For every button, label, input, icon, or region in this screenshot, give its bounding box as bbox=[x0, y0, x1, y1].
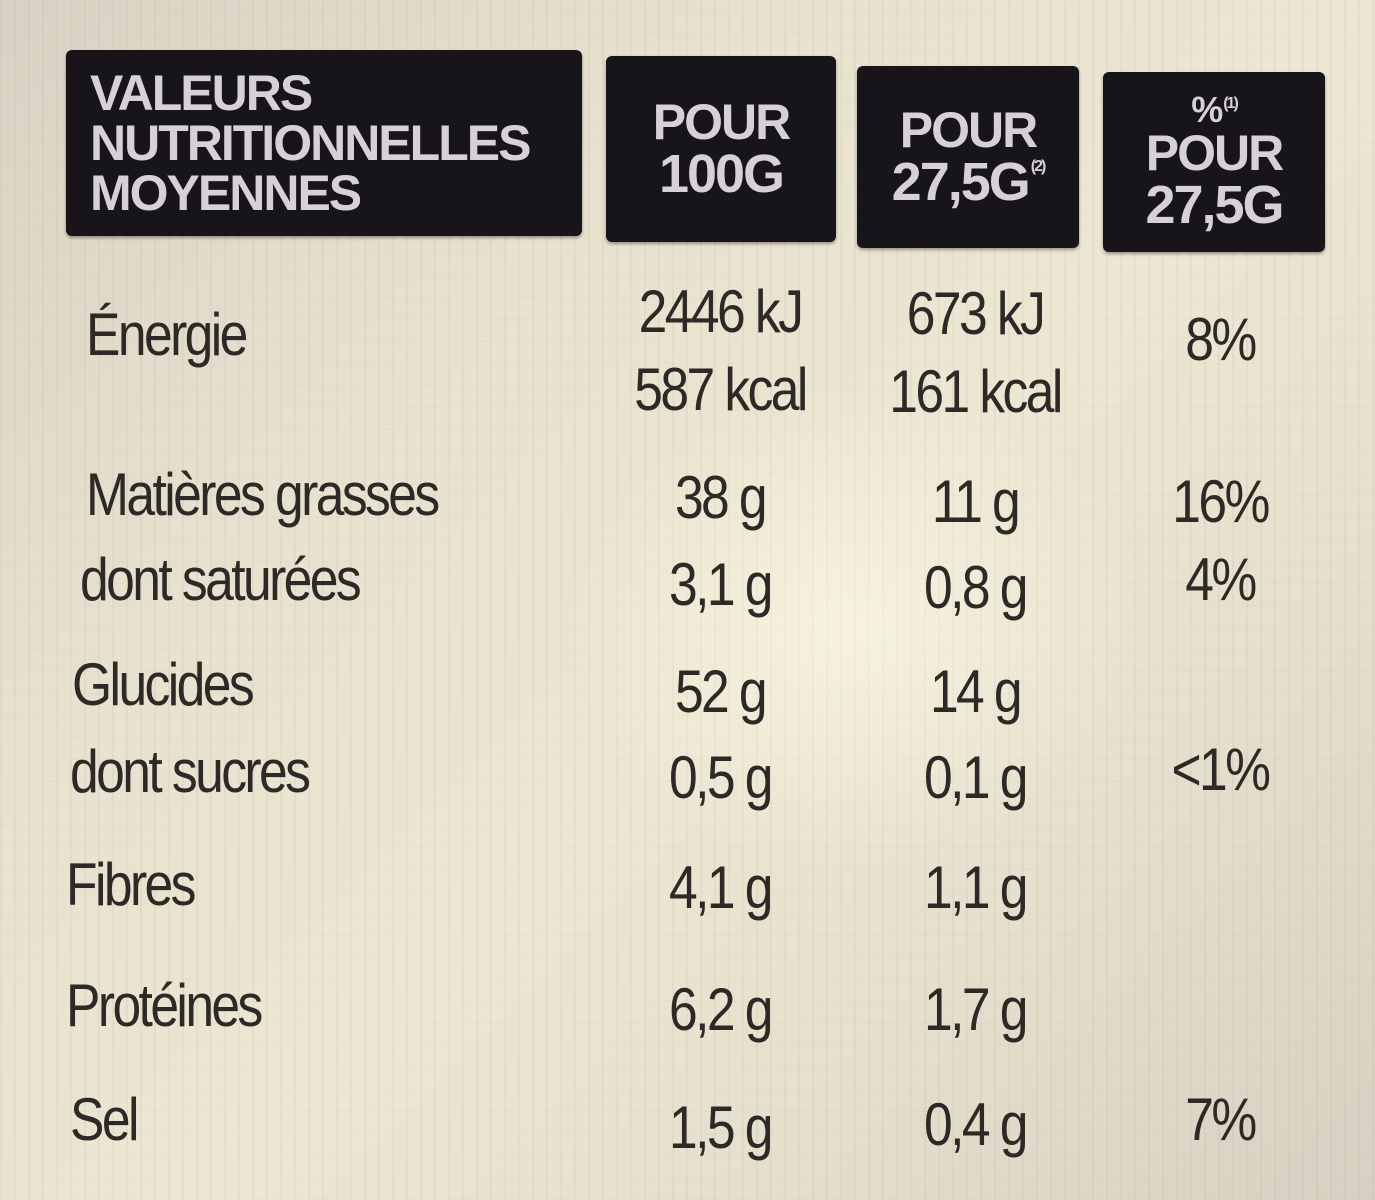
title-line-1: VALEURS bbox=[90, 65, 313, 121]
energie-portion-kcal: 161 kcal bbox=[889, 358, 1063, 425]
column-header-per-100g: POUR 100g bbox=[606, 56, 836, 242]
sel-portion: 0,4 g bbox=[924, 1091, 1028, 1158]
matieres-grasses-portion: 11 g bbox=[931, 468, 1021, 535]
energie-portion-kj: 673 kJ bbox=[906, 280, 1046, 347]
dont-saturees-portion: 0,8 g bbox=[924, 554, 1028, 621]
col-100-line-2: 100g bbox=[658, 144, 785, 204]
fibres-portion: 1,1 g bbox=[924, 854, 1028, 921]
col-pct-line-1: % (1) bbox=[1191, 89, 1239, 130]
glucides-100g: 52 g bbox=[674, 658, 768, 725]
row-label-sel: Sel bbox=[70, 1086, 139, 1153]
sel-100g: 1,5 g bbox=[669, 1094, 773, 1161]
row-label-glucides: Glucides bbox=[72, 651, 255, 718]
row-label-proteines: Protéines bbox=[66, 972, 263, 1039]
sel-pct: 7% bbox=[1185, 1086, 1257, 1153]
matieres-grasses-pct: 16% bbox=[1172, 468, 1270, 535]
dont-saturees-100g: 3,1 g bbox=[669, 551, 773, 618]
col-pct-line-3: 27,5g bbox=[1145, 175, 1284, 235]
row-label-dont-saturees: dont saturées bbox=[80, 546, 362, 613]
column-header-percent-ri: % (1) POUR 27,5g bbox=[1103, 72, 1325, 252]
column-header-per-portion: POUR 27,5g (2) bbox=[857, 66, 1079, 248]
energie-pct: 8% bbox=[1185, 306, 1257, 373]
row-label-energie: Énergie bbox=[86, 301, 248, 368]
footnote-1-marker: (1) bbox=[1223, 95, 1239, 112]
proteines-portion: 1,7 g bbox=[924, 976, 1028, 1043]
row-label-fibres: Fibres bbox=[66, 851, 196, 918]
title-line-3: MOYENNES bbox=[90, 165, 362, 221]
dont-sucres-portion: 0,1 g bbox=[924, 744, 1028, 811]
table-title-header: VALEURS NUTRITIONNELLES MOYENNES bbox=[66, 50, 582, 236]
col-100-line-1: POUR bbox=[652, 94, 791, 150]
col-pct-line-2: POUR bbox=[1145, 125, 1284, 181]
fibres-100g: 4,1 g bbox=[669, 854, 773, 921]
footnote-2-marker: (2) bbox=[1030, 158, 1047, 175]
dont-sucres-100g: 0,5 g bbox=[669, 744, 773, 811]
glucides-portion: 14 g bbox=[929, 658, 1023, 725]
energie-100g-kj: 2446 kJ bbox=[638, 278, 804, 345]
matieres-grasses-100g: 38 g bbox=[674, 464, 768, 531]
row-label-dont-sucres: dont sucres bbox=[70, 738, 311, 805]
percent-symbol: % bbox=[1191, 89, 1223, 130]
row-label-matieres-grasses: Matières grasses bbox=[86, 461, 440, 528]
title-line-2: NUTRITIONNELLES bbox=[90, 115, 531, 171]
proteines-100g: 6,2 g bbox=[669, 976, 773, 1043]
energie-100g-kcal: 587 kcal bbox=[634, 356, 808, 423]
dont-saturees-pct: 4% bbox=[1185, 546, 1257, 613]
col-portion-amount: 27,5g bbox=[891, 152, 1031, 212]
dont-sucres-pct: <1% bbox=[1171, 736, 1272, 803]
col-portion-line-2: 27,5g (2) bbox=[891, 152, 1047, 212]
col-portion-line-1: POUR bbox=[899, 102, 1038, 158]
